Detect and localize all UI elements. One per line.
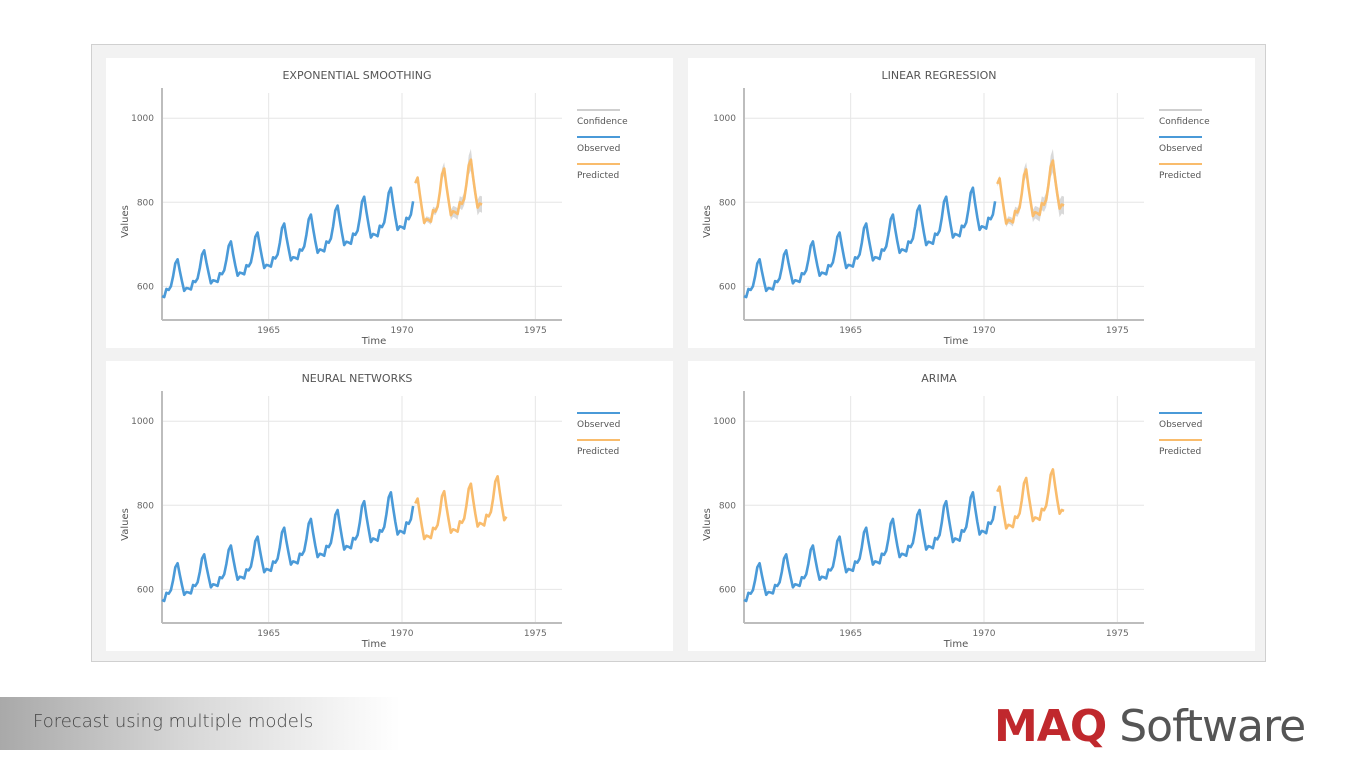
chart-svg: LINEAR REGRESSION 600 800 1000 1965 1970 1975 T… <box>702 69 1210 347</box>
y-tick-label: 600 <box>719 585 736 595</box>
legend-label: Predicted <box>577 447 619 457</box>
legend-label: Observed <box>1159 144 1202 154</box>
footer-band <box>0 697 400 750</box>
x-tick-label: 1965 <box>839 629 862 639</box>
x-tick-label: 1970 <box>973 629 996 639</box>
legend-label: Observed <box>1159 420 1202 430</box>
legend-label: Observed <box>577 144 620 154</box>
series-line-predicted <box>996 159 1065 225</box>
chart-svg: NEURAL NETWORKS 600 800 1000 1965 1970 1975 Tim… <box>120 372 620 650</box>
legend-label: Predicted <box>1159 171 1201 181</box>
legend-label: Confidence <box>1159 117 1210 127</box>
dashboard-frame: EXPONENTIAL SMOOTHING 600 800 1000 1965 1970 1… <box>91 44 1266 662</box>
y-axis-label: Values <box>702 205 713 238</box>
series-line-observed <box>743 186 997 299</box>
x-tick-label: 1975 <box>524 326 547 336</box>
chart-svg: ARIMA 600 800 1000 1965 1970 1975 Time Values Obs… <box>702 372 1202 650</box>
chart-title: ARIMA <box>921 372 957 385</box>
x-tick-label: 1970 <box>391 326 414 336</box>
y-tick-label: 600 <box>719 282 736 292</box>
series-line-predicted <box>414 158 483 225</box>
x-axis-label: Time <box>943 639 968 650</box>
series-line-predicted <box>996 468 1065 530</box>
chart-title: LINEAR REGRESSION <box>881 69 996 82</box>
y-tick-label: 1000 <box>713 417 736 427</box>
legend-label: Confidence <box>577 117 628 127</box>
x-axis-label: Time <box>943 336 968 347</box>
chart-panel-exponential-smoothing: EXPONENTIAL SMOOTHING 600 800 1000 1965 1970 1… <box>106 58 673 348</box>
company-logo: MAQ Software <box>994 700 1306 754</box>
chart-panel-linear-regression: LINEAR REGRESSION 600 800 1000 1965 1970 1975 T… <box>688 58 1255 348</box>
series-line-observed <box>161 186 415 299</box>
y-tick-label: 800 <box>137 198 154 208</box>
x-tick-label: 1975 <box>524 629 547 639</box>
x-tick-label: 1965 <box>839 326 862 336</box>
chart-svg: EXPONENTIAL SMOOTHING 600 800 1000 1965 1970 1… <box>120 69 628 347</box>
logo-suffix: Software <box>1106 701 1306 752</box>
y-tick-label: 600 <box>137 282 154 292</box>
y-tick-label: 1000 <box>131 417 154 427</box>
y-axis-label: Values <box>120 205 131 238</box>
x-axis-label: Time <box>361 639 386 650</box>
chart-title: NEURAL NETWORKS <box>302 372 413 385</box>
y-axis-label: Values <box>120 508 131 541</box>
y-tick-label: 600 <box>137 585 154 595</box>
x-tick-label: 1975 <box>1106 629 1129 639</box>
legend-label: Predicted <box>577 171 619 181</box>
series-line-predicted <box>414 475 508 541</box>
x-tick-label: 1975 <box>1106 326 1129 336</box>
y-tick-label: 1000 <box>131 114 154 124</box>
x-tick-label: 1970 <box>973 326 996 336</box>
y-tick-label: 800 <box>719 198 736 208</box>
chart-title: EXPONENTIAL SMOOTHING <box>282 69 431 82</box>
series-line-observed <box>743 491 997 603</box>
x-tick-label: 1965 <box>257 326 280 336</box>
logo-brand: MAQ <box>994 701 1107 752</box>
y-tick-label: 1000 <box>713 114 736 124</box>
footer-caption: Forecast using multiple models <box>33 711 314 732</box>
chart-panel-neural-networks: NEURAL NETWORKS 600 800 1000 1965 1970 1975 Tim… <box>106 361 673 651</box>
series-line-observed <box>161 491 415 603</box>
x-tick-label: 1965 <box>257 629 280 639</box>
chart-panel-arima: ARIMA 600 800 1000 1965 1970 1975 Time Values Obs… <box>688 361 1255 651</box>
x-tick-label: 1970 <box>391 629 414 639</box>
y-tick-label: 800 <box>137 501 154 511</box>
y-tick-label: 800 <box>719 501 736 511</box>
legend-label: Predicted <box>1159 447 1201 457</box>
y-axis-label: Values <box>702 508 713 541</box>
legend-label: Observed <box>577 420 620 430</box>
x-axis-label: Time <box>361 336 386 347</box>
